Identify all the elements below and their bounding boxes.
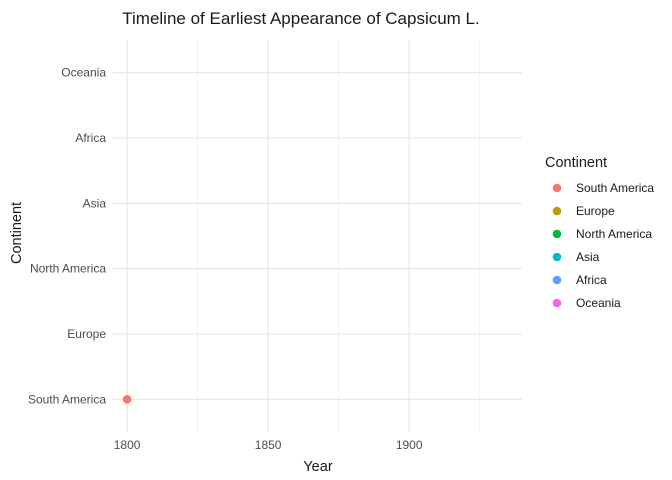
data-point [122, 395, 132, 404]
chart-title: Timeline of Earliest Appearance of Capsi… [122, 9, 480, 28]
y-tick-label: Oceania [61, 66, 106, 80]
x-tick-labels: 1800 1850 1900 [114, 438, 423, 452]
legend-key [552, 298, 562, 308]
legend-key [552, 252, 562, 262]
y-tick-label: South America [28, 392, 106, 406]
legend-items: South America Europe North America Asia Afri… [552, 181, 654, 310]
legend-key [552, 183, 562, 193]
legend-label: Africa [576, 273, 607, 287]
legend-key [552, 206, 562, 216]
legend-label: Europe [576, 204, 615, 218]
x-tick-label: 1850 [255, 438, 282, 452]
legend: Continent South America Europe North Ameri… [545, 155, 654, 310]
y-tick-label: North America [30, 262, 106, 276]
legend-label: Oceania [576, 296, 621, 310]
x-tick-label: 1900 [396, 438, 423, 452]
y-tick-labels: South America Europe North America Asia Afri… [28, 66, 106, 407]
y-tick-label: Africa [75, 131, 106, 145]
grid [113, 40, 522, 432]
legend-label: Asia [576, 250, 600, 264]
legend-label: South America [576, 181, 654, 195]
y-tick-label: Europe [67, 327, 106, 341]
legend-title: Continent [545, 155, 607, 171]
y-tick-label: Asia [83, 196, 107, 210]
x-axis-title: Year [303, 459, 332, 475]
legend-key [552, 275, 562, 285]
y-axis-title: Continent [9, 202, 25, 264]
x-tick-label: 1800 [114, 438, 141, 452]
legend-key [552, 229, 562, 239]
legend-label: North America [576, 227, 652, 241]
data-points [122, 395, 132, 404]
